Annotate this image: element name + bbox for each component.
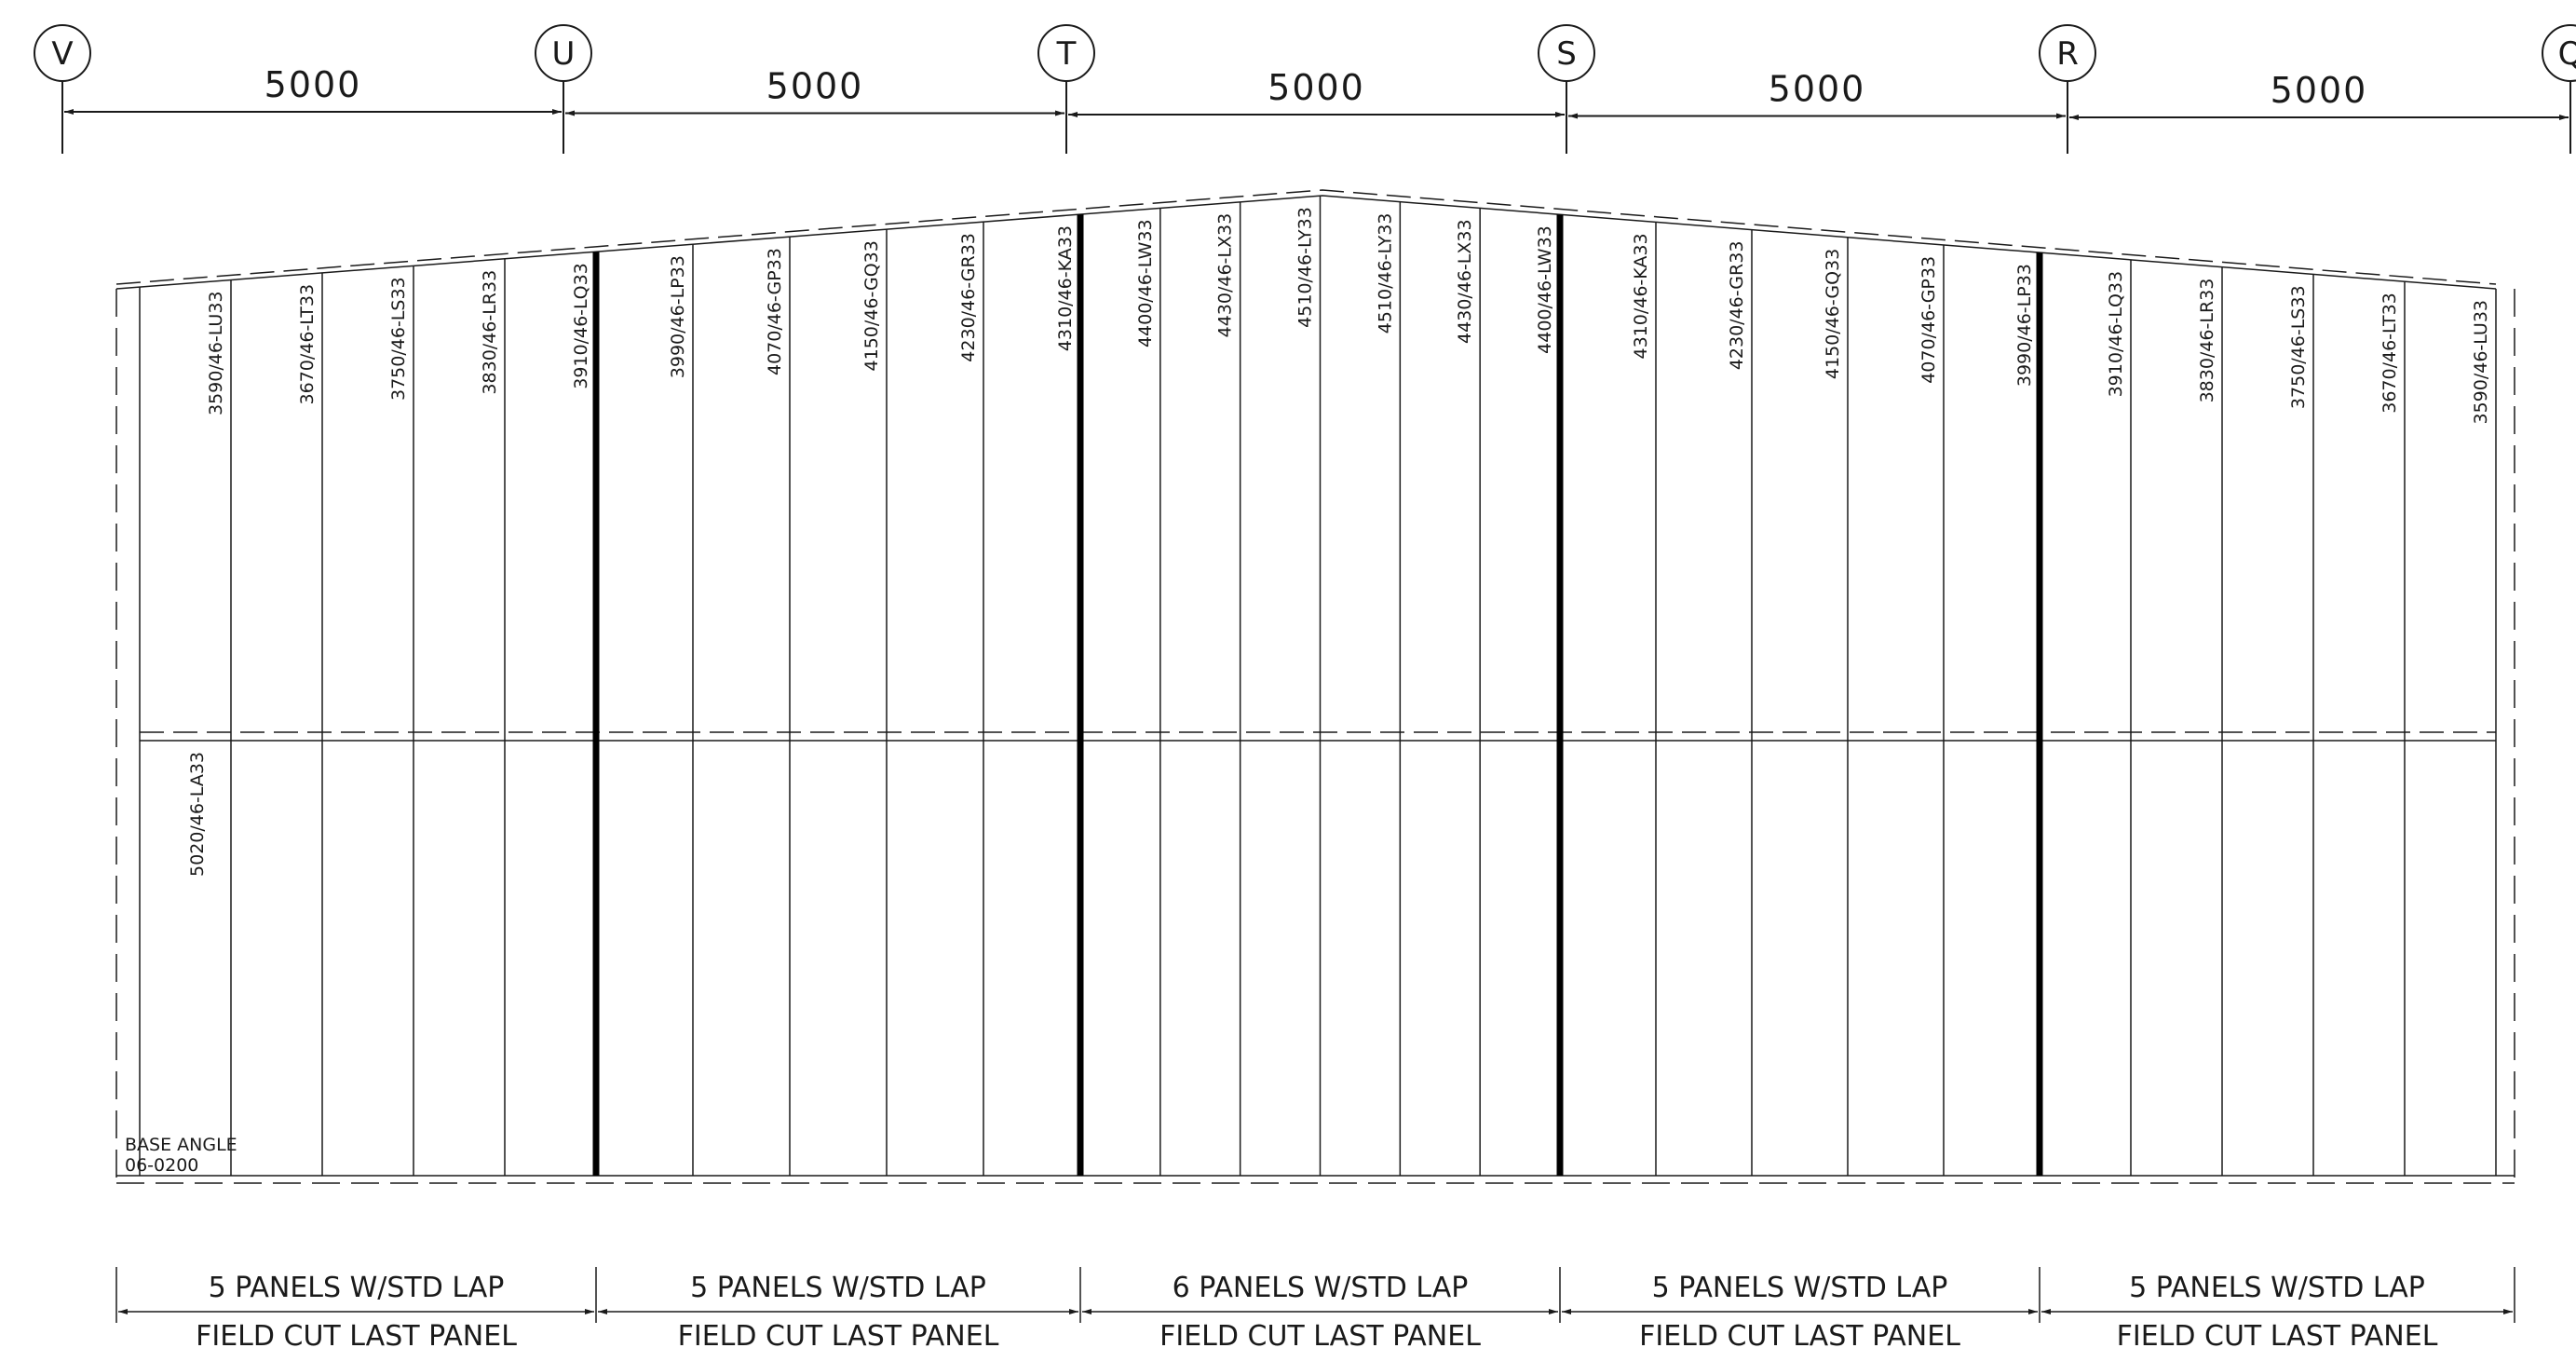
bay-dimension-5: 5000	[2069, 70, 2569, 120]
panel-label: 3670/46-LT33	[2379, 293, 2400, 414]
note-line1: 5 PANELS W/STD LAP	[209, 1272, 505, 1304]
wall-top-line	[115, 195, 2497, 290]
bay-dimension-2: 5000	[565, 66, 1064, 116]
grid-label-t: T	[1056, 35, 1077, 73]
grid-label-r: R	[2056, 35, 2079, 73]
panel-label: 3750/46-LS33	[2288, 285, 2309, 409]
panel-label: 4510/46-LY33	[1375, 213, 1395, 334]
panel-label: 3590/46-LU33	[206, 292, 226, 416]
dimension-value: 5000	[1268, 67, 1365, 108]
grid-bubble-t: T	[1037, 24, 1095, 154]
note-line2: FIELD CUT LAST PANEL	[1159, 1320, 1481, 1348]
panel-label: 3750/46-LS33	[388, 277, 409, 401]
lower-panel-label: 5020/46-LA33	[187, 752, 208, 877]
panel-label: 4310/46-KA33	[1631, 233, 1651, 359]
grid-label-v: V	[51, 35, 73, 73]
panel-label: 3910/46-LQ33	[571, 263, 591, 389]
panel-label: 3830/46-LR33	[480, 270, 500, 395]
panel-label: 3990/46-LP33	[668, 255, 688, 378]
grid-label-q: Q	[2558, 35, 2576, 73]
grid-bubble-u: U	[535, 24, 592, 154]
panel-label: 3590/46-LU33	[2471, 300, 2491, 425]
bay-note-1: 5 PANELS W/STD LAP FIELD CUT LAST PANEL	[115, 1267, 594, 1348]
panel-label: 4230/46-GR33	[958, 233, 979, 362]
bay-dimension-3: 5000	[1068, 67, 1565, 117]
bay-dimension-1: 5000	[64, 64, 562, 115]
panel-label: 4310/46-KA33	[1055, 225, 1076, 351]
wall-outline	[115, 189, 2515, 1188]
panel-label: 4400/46-LW33	[1135, 219, 1156, 347]
grid-bubble-s: S	[1538, 24, 1595, 154]
panel-label: 4070/46-GP33	[1918, 256, 1939, 384]
bay-dimension-4: 5000	[1568, 69, 2066, 119]
panel-label: 4070/46-GP33	[765, 248, 785, 375]
bay-note-4: 5 PANELS W/STD LAP FIELD CUT LAST PANEL	[1559, 1267, 2038, 1348]
note-line2: FIELD CUT LAST PANEL	[678, 1320, 999, 1348]
panel-label: 4430/46-LX33	[1215, 213, 1236, 338]
dimension-value: 5000	[766, 66, 864, 107]
grid-label-u: U	[552, 35, 576, 73]
bay-note-2: 5 PANELS W/STD LAP FIELD CUT LAST PANEL	[595, 1267, 1078, 1348]
base-angle-line2: 06-0200	[125, 1155, 198, 1176]
wall-panels-layer	[115, 189, 2515, 1188]
panel-label: 4400/46-LW33	[1535, 225, 1555, 354]
panel-label: 3990/46-LP33	[2014, 264, 2035, 387]
roof-line-dashed	[115, 189, 2497, 285]
note-line1: 5 PANELS W/STD LAP	[690, 1272, 986, 1304]
panel-label: 4150/46-GQ33	[1823, 249, 1843, 379]
note-line1: 6 PANELS W/STD LAP	[1173, 1272, 1469, 1304]
panel-label: 3830/46-LR33	[2197, 279, 2217, 403]
panel-label: 4150/46-GQ33	[861, 240, 882, 371]
grid-label-s: S	[1556, 35, 1577, 73]
dimension-value: 5000	[2271, 70, 2368, 111]
base-angle-line1: BASE ANGLE	[125, 1135, 237, 1155]
panel-label: 3670/46-LT33	[297, 284, 318, 405]
panel-label: 4230/46-GR33	[1727, 241, 1747, 371]
bay-note-5: 5 PANELS W/STD LAP FIELD CUT LAST PANEL	[2039, 1267, 2513, 1348]
note-line1: 5 PANELS W/STD LAP	[2129, 1272, 2425, 1304]
panel-labels-layer: 3590/46-LU33 3670/46-LT33 3750/46-LS33 3830…	[187, 207, 2491, 877]
bay-dimensions-layer: 5000 5000 5000 5000 5000	[64, 64, 2569, 120]
grid-bubble-v: V	[34, 24, 91, 154]
note-line2: FIELD CUT LAST PANEL	[2117, 1320, 2438, 1348]
note-line2: FIELD CUT LAST PANEL	[1639, 1320, 1960, 1348]
note-line2: FIELD CUT LAST PANEL	[196, 1320, 517, 1348]
panel-label: 3910/46-LQ33	[2106, 271, 2126, 398]
dimension-value: 5000	[264, 64, 362, 105]
grid-bubble-r: R	[2039, 24, 2096, 154]
note-line1: 5 PANELS W/STD LAP	[1652, 1272, 1948, 1304]
grid-bubble-q: Q	[2542, 24, 2576, 154]
base-angle-note: BASE ANGLE 06-0200	[125, 1135, 237, 1176]
panel-label: 4430/46-LX33	[1455, 219, 1475, 344]
panel-label: 4510/46-LY33	[1295, 207, 1316, 328]
dimension-value: 5000	[1769, 69, 1866, 110]
bay-note-3: 6 PANELS W/STD LAP FIELD CUT LAST PANEL	[1079, 1267, 1558, 1348]
